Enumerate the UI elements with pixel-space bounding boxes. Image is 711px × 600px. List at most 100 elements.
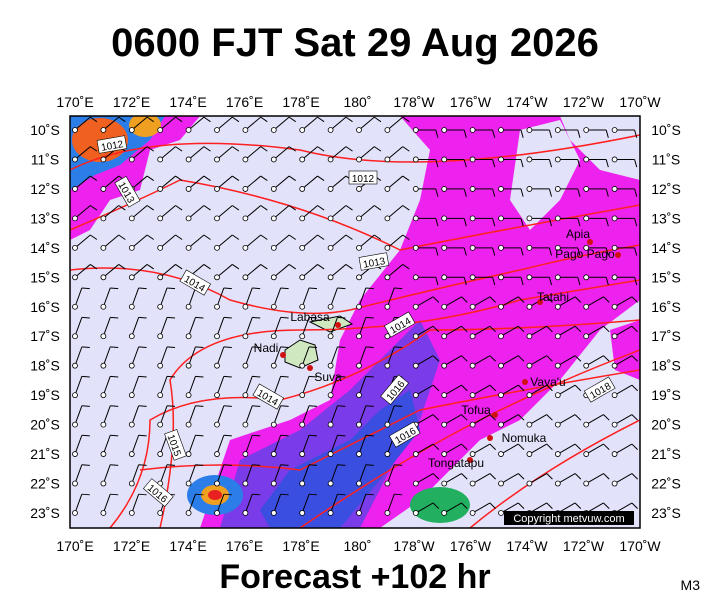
wind-station bbox=[554, 186, 561, 192]
wind-barb bbox=[188, 175, 205, 190]
wind-barb bbox=[81, 375, 90, 378]
wind-barb bbox=[585, 296, 604, 308]
longitude-label: 176˚W bbox=[450, 538, 492, 554]
wind-barb bbox=[634, 188, 638, 197]
wind-station bbox=[327, 156, 334, 163]
wind-station bbox=[611, 156, 618, 163]
wind-barb bbox=[489, 473, 496, 480]
wind-station bbox=[299, 392, 306, 399]
wind-barb bbox=[614, 355, 633, 367]
wind-barb bbox=[301, 435, 310, 455]
wind-barb bbox=[358, 346, 367, 366]
wind-barb bbox=[244, 405, 253, 425]
longitude-label: 178˚E bbox=[282, 94, 319, 110]
wind-barb bbox=[188, 376, 196, 396]
wind-station bbox=[611, 421, 618, 428]
wind-station bbox=[299, 156, 306, 163]
wind-barb bbox=[387, 264, 404, 278]
wind-station bbox=[412, 127, 419, 133]
wind-barb bbox=[301, 175, 318, 190]
wind-station bbox=[469, 274, 476, 281]
wind-barb bbox=[175, 175, 183, 182]
wind-barb bbox=[574, 325, 582, 333]
latitude-label: 20˚S bbox=[30, 417, 60, 433]
place-label: Labasa bbox=[290, 310, 330, 324]
wind-station bbox=[583, 215, 590, 222]
wind-barb bbox=[317, 205, 325, 211]
wind-barb bbox=[634, 218, 638, 227]
title: 0600 FJT Sat 29 Aug 2026 bbox=[111, 21, 599, 65]
wind-station bbox=[356, 333, 362, 340]
wind-barb bbox=[631, 473, 638, 480]
wind-barb bbox=[223, 287, 232, 290]
wind-station bbox=[469, 303, 476, 310]
wind-barb bbox=[118, 116, 126, 123]
wind-station bbox=[583, 186, 590, 192]
wind-barb bbox=[517, 384, 525, 392]
wind-barb bbox=[110, 405, 119, 407]
isobar-label: 1012 bbox=[348, 170, 378, 185]
wind-barb bbox=[574, 414, 582, 421]
wind-station bbox=[185, 244, 192, 251]
wind-barb bbox=[374, 116, 382, 123]
wind-station bbox=[469, 215, 476, 222]
wind-station bbox=[327, 451, 334, 457]
place-marker bbox=[587, 239, 593, 245]
wind-station bbox=[554, 303, 561, 310]
wind-barb bbox=[223, 316, 232, 319]
wind-barb bbox=[90, 264, 98, 270]
wind-station bbox=[356, 127, 362, 133]
wind-station bbox=[441, 215, 448, 222]
wind-barb bbox=[138, 375, 147, 378]
wind-station bbox=[498, 186, 504, 192]
wind-barb bbox=[461, 443, 468, 451]
wind-barb bbox=[90, 175, 98, 182]
longitude-label: 178˚E bbox=[282, 538, 319, 554]
wind-station bbox=[157, 156, 164, 163]
wind-station bbox=[327, 127, 334, 133]
latitude-label: 10˚S bbox=[651, 122, 681, 138]
wind-station bbox=[384, 303, 391, 310]
wind-barb bbox=[138, 316, 147, 319]
wind-barb bbox=[252, 287, 261, 290]
isobar-label-box bbox=[583, 376, 616, 403]
latitude-label: 19˚S bbox=[651, 387, 681, 403]
wind-barb bbox=[394, 493, 403, 496]
wind-barb bbox=[280, 493, 289, 496]
wind-station bbox=[128, 333, 135, 340]
wind-station bbox=[583, 480, 590, 487]
wind-barb bbox=[443, 325, 462, 337]
wind-barb bbox=[301, 116, 318, 131]
wind-station bbox=[469, 421, 476, 428]
wind-barb bbox=[131, 264, 148, 278]
wind-station bbox=[100, 215, 107, 222]
wind-station bbox=[583, 303, 590, 310]
wind-barb bbox=[435, 277, 439, 286]
wind-barb bbox=[74, 205, 91, 219]
wind-station bbox=[384, 333, 391, 340]
wind-station bbox=[412, 303, 419, 310]
wind-station bbox=[185, 392, 192, 399]
wind-station bbox=[356, 156, 362, 163]
wind-barb bbox=[131, 405, 140, 425]
wind-barb bbox=[131, 116, 148, 131]
wind-station bbox=[100, 186, 107, 192]
wind-barb bbox=[131, 146, 148, 160]
wind-station bbox=[583, 362, 590, 369]
wind-station bbox=[214, 186, 220, 192]
wind-barb bbox=[345, 234, 353, 240]
wind-barb bbox=[232, 264, 240, 270]
wind-station bbox=[270, 156, 277, 163]
wind-barb bbox=[252, 464, 261, 466]
isobar-label-box bbox=[179, 269, 212, 296]
wind-barb bbox=[330, 317, 338, 337]
wind-barb bbox=[102, 317, 111, 337]
latitude-label: 10˚S bbox=[30, 122, 60, 138]
wind-station bbox=[242, 451, 249, 457]
wind-station bbox=[583, 244, 590, 251]
wind-barb bbox=[358, 146, 375, 160]
wind-barb bbox=[337, 434, 346, 437]
wind-barb bbox=[603, 414, 610, 421]
wind-barb bbox=[245, 234, 262, 249]
wind-station bbox=[583, 274, 590, 281]
